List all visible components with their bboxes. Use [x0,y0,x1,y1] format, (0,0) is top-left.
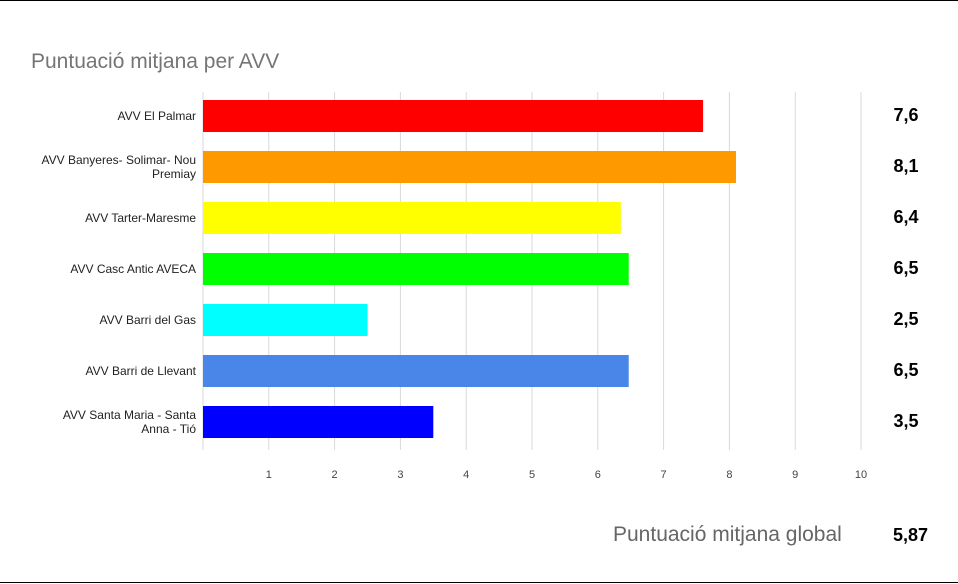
category-label: AVV Santa Maria - Santa Anna - Tió [63,408,197,436]
category-label: AVV Casc Antic AVECA [70,262,196,276]
x-tick-label: 4 [463,469,469,481]
bar [203,100,704,132]
x-tick-label: 3 [397,469,403,481]
category-label: AVV Banyeres- Solimar- Nou Premiay [42,153,197,181]
category-label: AVV Tarter-Maresme [85,211,196,225]
x-tick-label: 2 [332,469,338,481]
bar-value-label: 2,5 [893,309,919,329]
top-border [0,0,958,1]
x-tick-label: 1 [266,469,272,481]
bar [203,253,629,285]
x-tick-label: 7 [661,469,667,481]
category-label: AVV Barri del Gas [100,313,196,327]
x-tick-label: 6 [595,469,601,481]
category-label: AVV El Palmar [118,109,196,123]
x-tick-label: 5 [529,469,535,481]
bottom-border [0,582,958,583]
bar [203,304,368,336]
x-tick-label: 9 [792,469,798,481]
bar-value-label: 6,5 [893,360,919,380]
bar-value-label: 7,6 [893,105,919,125]
bar [203,202,621,234]
bar-value-label: 8,1 [893,156,919,176]
bar-value-label: 6,4 [893,207,919,227]
bar [203,151,736,183]
bar-value-label: 6,5 [893,258,919,278]
x-tick-label: 8 [726,469,732,481]
x-tick-label: 10 [855,469,867,481]
bar [203,355,629,387]
chart-title: Puntuació mitjana per AVV [31,50,280,73]
bar-value-label: 3,5 [893,411,919,431]
global-average-label: Puntuació mitjana global [613,523,842,546]
bar [203,406,434,438]
global-average-value: 5,87 [893,525,929,545]
category-label: AVV Barri de Llevant [85,364,196,378]
